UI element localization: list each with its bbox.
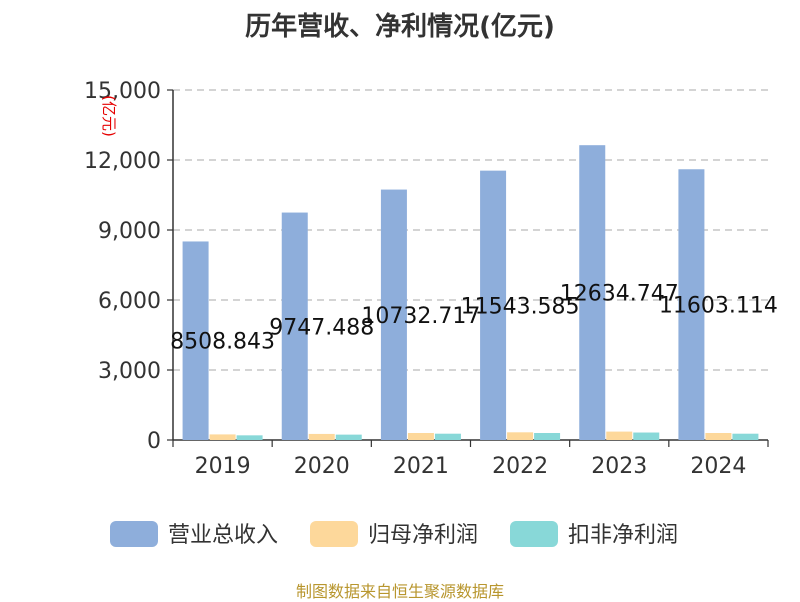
bar-2 xyxy=(209,434,236,440)
y-tick-label: 12,000 xyxy=(84,149,161,174)
data-label: 11543.585 xyxy=(461,294,580,319)
y-tick-label: 6,000 xyxy=(98,289,161,314)
y-unit-label: (亿元) xyxy=(100,95,118,137)
y-tick-label: 0 xyxy=(147,429,161,454)
data-label: 11603.114 xyxy=(659,294,778,319)
bar-1 xyxy=(182,241,209,440)
y-tick-label: 9,000 xyxy=(98,219,161,244)
bar-3 xyxy=(434,433,461,440)
bar-2 xyxy=(308,433,335,440)
x-tick-label: 2021 xyxy=(393,454,449,479)
legend-label: 归母净利润 xyxy=(368,523,478,548)
x-tick-label: 2020 xyxy=(294,454,350,479)
legend-swatch xyxy=(510,521,558,547)
y-tick-label: 3,000 xyxy=(98,359,161,384)
bar-1 xyxy=(678,169,705,440)
chart-title: 历年营收、净利情况(亿元) xyxy=(245,12,555,42)
bar-1 xyxy=(579,145,606,440)
y-tick-label: 15,000 xyxy=(84,79,161,104)
bar-3 xyxy=(335,434,362,440)
bar-1 xyxy=(480,170,507,440)
bar-2 xyxy=(606,431,633,440)
bar-3 xyxy=(236,435,263,440)
legend-label: 扣非净利润 xyxy=(568,523,678,548)
source-note: 制图数据来自恒生聚源数据库 xyxy=(295,582,504,601)
data-label: 12634.747 xyxy=(560,282,679,307)
bar-2 xyxy=(407,433,434,440)
data-label: 9747.488 xyxy=(269,315,374,340)
x-tick-label: 2024 xyxy=(690,454,746,479)
x-tick-label: 2023 xyxy=(591,454,647,479)
bar-2 xyxy=(705,433,732,440)
bar-3 xyxy=(534,433,561,440)
bar-3 xyxy=(732,433,759,440)
x-tick-label: 2019 xyxy=(195,454,251,479)
legend-swatch xyxy=(110,521,158,547)
x-tick-label: 2022 xyxy=(492,454,548,479)
legend-swatch xyxy=(310,521,358,547)
data-label: 10732.717 xyxy=(361,304,480,329)
bar-1 xyxy=(380,189,407,440)
bar-1 xyxy=(281,212,308,440)
bar-3 xyxy=(633,432,660,440)
legend-label: 营业总收入 xyxy=(168,523,278,548)
data-label: 8508.843 xyxy=(170,330,275,355)
bar-2 xyxy=(507,432,534,440)
